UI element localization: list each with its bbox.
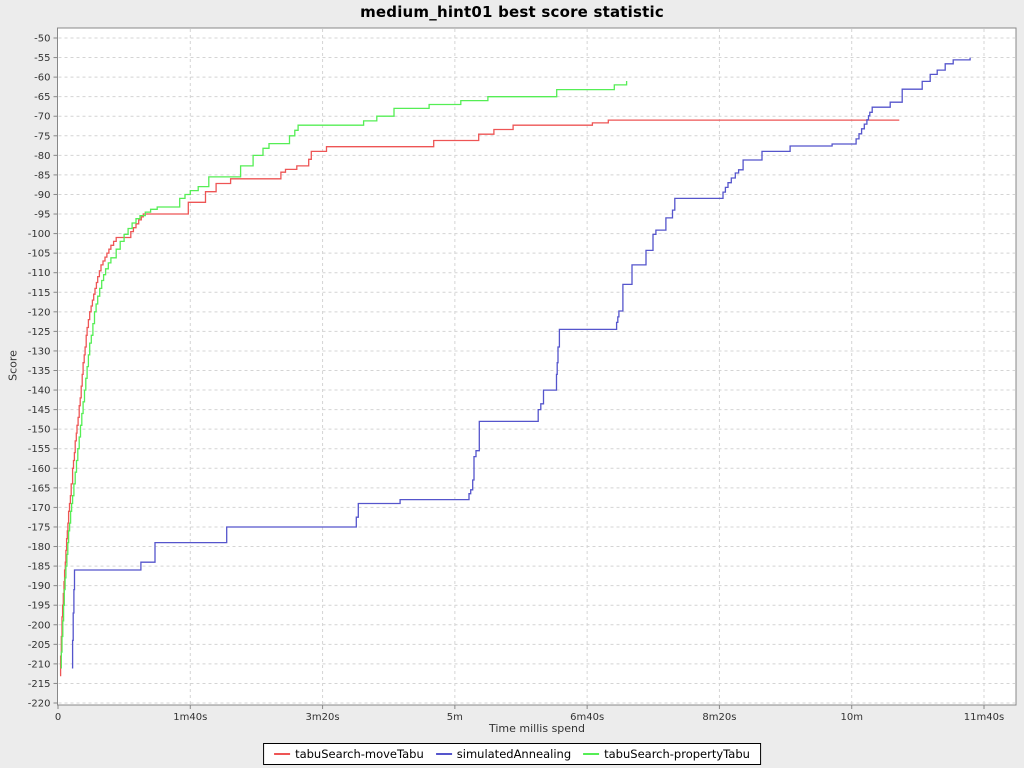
svg-text:-105: -105	[28, 249, 51, 260]
chart-legend: tabuSearch-moveTabu simulatedAnnealing t…	[263, 743, 761, 765]
y-axis-title: Score	[6, 350, 20, 381]
svg-text:-175: -175	[28, 522, 51, 533]
series-simulatedAnnealing	[71, 57, 971, 669]
svg-text:-190: -190	[28, 581, 51, 592]
axis-ticks	[53, 37, 985, 709]
simulatedannealing-line-swatch	[435, 753, 452, 755]
svg-text:-85: -85	[34, 170, 50, 181]
svg-text:-100: -100	[28, 229, 51, 240]
svg-text:-170: -170	[28, 503, 51, 514]
svg-text:0: 0	[55, 712, 61, 723]
svg-text:-140: -140	[28, 386, 51, 397]
svg-text:-145: -145	[28, 405, 51, 416]
svg-text:11m40s: 11m40s	[964, 712, 1004, 723]
svg-text:-125: -125	[28, 327, 51, 338]
svg-text:-75: -75	[34, 131, 50, 142]
x-axis-title: Time millis spend	[488, 722, 586, 735]
svg-text:8m20s: 8m20s	[702, 712, 736, 723]
svg-text:-50: -50	[34, 34, 50, 45]
svg-text:5m: 5m	[447, 712, 463, 723]
svg-text:-80: -80	[34, 151, 50, 162]
svg-text:-220: -220	[28, 699, 51, 710]
svg-text:-200: -200	[28, 620, 51, 631]
svg-text:3m20s: 3m20s	[306, 712, 340, 723]
svg-text:-160: -160	[28, 464, 51, 475]
series-lines	[59, 57, 971, 677]
svg-text:-120: -120	[28, 307, 51, 318]
svg-text:-110: -110	[28, 268, 51, 279]
legend-item-tabusearch-propertytabu: tabuSearch-propertyTabu	[583, 747, 750, 761]
plot-area	[57, 28, 1016, 705]
chart-title: medium_hint01 best score statistic	[360, 3, 664, 21]
x-axis-tick-labels: 0 1m40s 3m20s 5m 6m40s 8m20s 10m 11m40s	[55, 712, 1004, 723]
svg-text:-165: -165	[28, 483, 51, 494]
series-tabuSearch-propertyTabu	[60, 81, 628, 669]
svg-text:-215: -215	[28, 679, 51, 690]
legend-item-simulatedannealing: simulatedAnnealing	[435, 747, 572, 761]
svg-text:-155: -155	[28, 444, 51, 455]
svg-text:-210: -210	[28, 659, 51, 670]
svg-text:-60: -60	[34, 73, 50, 84]
legend-label: tabuSearch-moveTabu	[295, 747, 424, 761]
svg-text:-195: -195	[28, 601, 51, 612]
svg-text:6m40s: 6m40s	[570, 712, 604, 723]
svg-text:-65: -65	[34, 92, 50, 103]
svg-text:-150: -150	[28, 425, 51, 436]
svg-text:-115: -115	[28, 288, 51, 299]
svg-text:-70: -70	[34, 112, 50, 123]
svg-text:10m: 10m	[840, 712, 862, 723]
svg-text:1m40s: 1m40s	[173, 712, 207, 723]
svg-text:-55: -55	[34, 53, 50, 64]
plot-border	[57, 27, 1017, 706]
svg-text:-205: -205	[28, 640, 51, 651]
legend-label: simulatedAnnealing	[456, 747, 572, 761]
legend-item-tabusearch-movetabu: tabuSearch-moveTabu	[274, 747, 424, 761]
propertytabu-line-swatch	[583, 753, 600, 755]
svg-text:-185: -185	[28, 562, 51, 573]
series-tabuSearch-moveTabu	[59, 119, 900, 677]
svg-text:-130: -130	[28, 346, 51, 357]
svg-text:-135: -135	[28, 366, 51, 377]
gridlines	[58, 29, 1015, 704]
y-axis-tick-labels: -50 -55 -60 -65 -70 -75 -80 -85 -90 -95 -100 -105 -1…	[28, 34, 51, 710]
movetabu-line-swatch	[274, 753, 291, 755]
legend-label: tabuSearch-propertyTabu	[604, 747, 750, 761]
svg-text:-180: -180	[28, 542, 51, 553]
svg-text:-95: -95	[34, 210, 50, 221]
svg-text:-90: -90	[34, 190, 50, 201]
